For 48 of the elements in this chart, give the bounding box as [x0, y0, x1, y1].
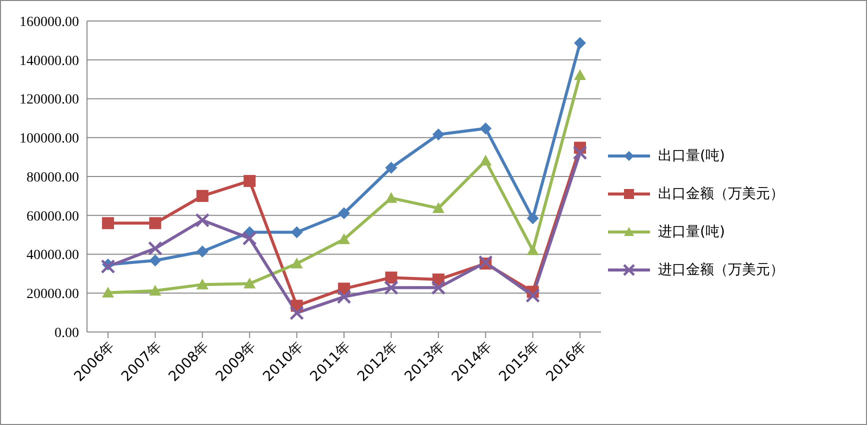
legend-label: 出口金额（万美元） — [658, 184, 784, 202]
point — [574, 36, 586, 49]
point — [244, 278, 256, 288]
point — [196, 246, 208, 258]
point — [338, 233, 350, 244]
point — [149, 254, 162, 266]
y-tick-label: 100000.00 — [20, 132, 79, 147]
point — [385, 162, 398, 174]
y-tick-label: 0.00 — [54, 326, 79, 341]
point — [526, 288, 540, 303]
y-tick-label: 80000.00 — [26, 170, 79, 186]
point — [242, 231, 257, 246]
legend-label: 进口量(吨) — [658, 222, 725, 240]
point — [432, 128, 444, 141]
point — [526, 244, 539, 256]
point — [100, 259, 116, 274]
point — [290, 226, 303, 238]
point — [196, 190, 208, 202]
point — [290, 306, 304, 320]
point — [102, 217, 114, 230]
point — [574, 69, 586, 80]
point — [195, 212, 210, 228]
point — [385, 272, 398, 284]
legend-label: 进口金额（万美元） — [658, 260, 784, 278]
point — [196, 278, 208, 290]
y-tick-label: 40000.00 — [26, 248, 79, 264]
point — [244, 174, 256, 187]
y-tick-label: 20000.00 — [26, 287, 79, 302]
point — [480, 122, 492, 134]
y-tick-label: 140000.00 — [20, 54, 79, 69]
point — [149, 217, 162, 230]
point — [102, 286, 114, 298]
y-tick-label: 160000.00 — [20, 14, 79, 30]
point — [384, 280, 398, 295]
y-tick-label: 120000.00 — [20, 92, 79, 108]
point — [148, 241, 162, 256]
point — [480, 154, 492, 166]
point — [338, 207, 350, 220]
point — [290, 258, 303, 268]
point — [336, 290, 352, 304]
point — [526, 212, 539, 224]
point — [385, 192, 398, 203]
legend-label: 出口量(吨) — [658, 146, 725, 164]
point — [572, 146, 588, 160]
point — [431, 280, 446, 295]
point — [149, 284, 162, 296]
y-tick-label: 60000.00 — [26, 209, 79, 224]
point — [432, 202, 444, 213]
